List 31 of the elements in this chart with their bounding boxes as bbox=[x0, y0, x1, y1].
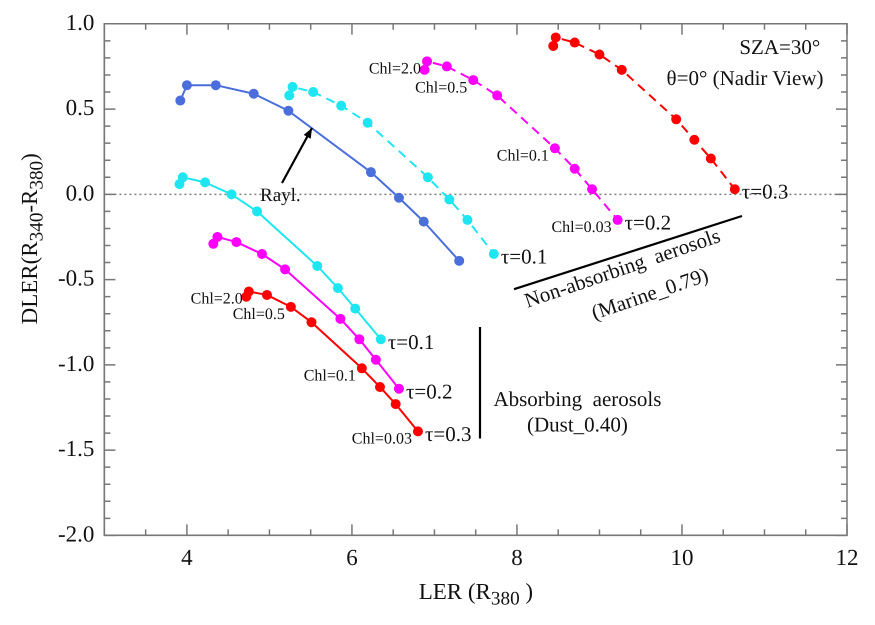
annotation: (Dust_0.40) bbox=[526, 412, 628, 436]
x-tick-label: 8 bbox=[511, 545, 523, 570]
y-tick-label: 1.0 bbox=[66, 10, 94, 35]
annotation: Chl=2.0 bbox=[368, 60, 422, 78]
annotation: Chl=0.1 bbox=[496, 147, 549, 164]
annotation: Chl=0.5 bbox=[415, 79, 468, 96]
y-tick-label: -1.5 bbox=[58, 436, 94, 462]
annotation: Chl=0.03 bbox=[551, 219, 612, 236]
annotation: τ=0.1 bbox=[388, 330, 434, 354]
y-tick-label: -1.0 bbox=[58, 350, 94, 376]
x-tick-label: 12 bbox=[836, 545, 858, 570]
annotation: SZA=30° bbox=[739, 34, 820, 59]
x-tick-label: 6 bbox=[346, 545, 358, 570]
annotation: Absorbing aerosols bbox=[493, 386, 662, 411]
annotation: Chl=0.1 bbox=[304, 367, 356, 384]
annotation: τ=0.2 bbox=[624, 210, 672, 234]
y-tick-label: 0.0 bbox=[66, 180, 94, 206]
x-axis-title: LER (R$_{380}$ ) bbox=[418, 579, 534, 611]
annotation: τ=0.2 bbox=[406, 379, 453, 404]
annotation: Chl=0.03 bbox=[352, 430, 412, 448]
annotation: Chl=0.5 bbox=[232, 306, 285, 324]
y-tick-label: 0.5 bbox=[66, 95, 94, 120]
annotation: τ=0.3 bbox=[424, 422, 472, 446]
annotation: Rayl. bbox=[260, 184, 301, 206]
x-tick-label: 4 bbox=[181, 545, 194, 570]
x-tick-label: 10 bbox=[670, 545, 694, 570]
annotation: τ=0.3 bbox=[742, 180, 788, 204]
annotation: θ=0° (Nadir View) bbox=[666, 66, 824, 90]
y-tick-label: -0.5 bbox=[58, 266, 94, 291]
y-tick-label: -2.0 bbox=[58, 521, 94, 546]
annotation: Chl=2.0 bbox=[190, 290, 243, 308]
